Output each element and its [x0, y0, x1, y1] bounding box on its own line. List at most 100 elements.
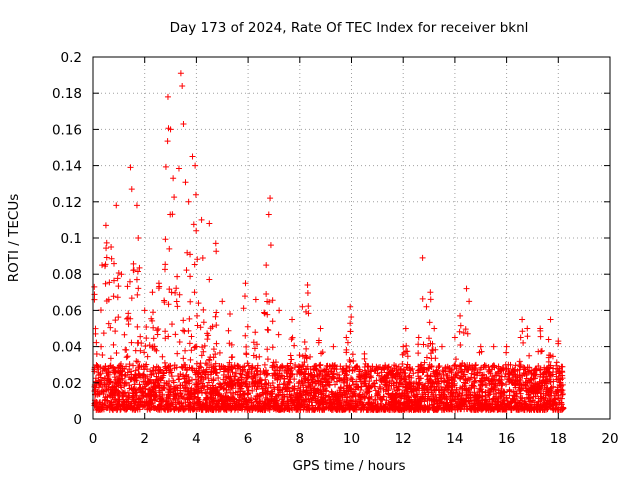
data-point: [130, 260, 137, 267]
data-point: [451, 373, 458, 380]
data-point: [494, 369, 501, 376]
data-point: [172, 331, 179, 338]
data-point: [206, 276, 213, 283]
data-point: [543, 365, 550, 372]
data-point: [123, 354, 130, 361]
data-point: [179, 82, 186, 89]
data-point: [452, 398, 459, 405]
data-point: [293, 394, 300, 401]
data-point: [417, 406, 424, 413]
data-point: [194, 369, 201, 376]
data-point: [155, 326, 162, 333]
data-point: [536, 367, 543, 374]
data-point: [399, 351, 406, 358]
data-point: [418, 361, 425, 368]
data-point: [104, 393, 111, 400]
data-point: [142, 385, 149, 392]
data-point: [253, 368, 260, 375]
data-point: [532, 375, 539, 382]
data-point: [184, 249, 191, 256]
data-point: [102, 222, 109, 229]
data-point: [396, 379, 403, 386]
data-point: [299, 401, 306, 408]
data-point: [392, 406, 399, 413]
data-point: [485, 392, 492, 399]
data-point: [236, 403, 243, 410]
data-point: [137, 385, 144, 392]
data-point: [286, 379, 293, 386]
data-point: [519, 328, 526, 335]
data-point: [108, 244, 115, 251]
data-point: [223, 386, 230, 393]
data-point: [465, 367, 472, 374]
data-point: [146, 342, 153, 349]
data-point: [242, 332, 249, 339]
data-point: [135, 235, 142, 241]
data-point: [167, 363, 174, 370]
data-point: [521, 365, 528, 372]
data-point: [427, 289, 434, 296]
data-point: [330, 375, 337, 382]
data-point: [537, 393, 544, 400]
data-point: [553, 362, 560, 369]
data-point: [347, 303, 354, 310]
data-point: [273, 364, 280, 371]
data-point: [180, 120, 187, 127]
data-point: [514, 399, 521, 406]
data-point: [361, 350, 368, 357]
data-point: [97, 364, 104, 371]
data-point: [330, 396, 337, 403]
data-point: [522, 379, 529, 386]
data-point: [265, 402, 272, 409]
data-point: [114, 294, 121, 301]
data-point: [530, 393, 537, 400]
data-point: [170, 388, 177, 395]
data-point: [184, 366, 191, 373]
data-point: [475, 406, 482, 413]
data-point: [537, 348, 544, 355]
data-point: [227, 373, 234, 380]
data-point: [239, 388, 246, 395]
data-point: [178, 363, 185, 370]
data-point: [294, 371, 301, 378]
data-point: [528, 376, 535, 383]
data-point: [161, 359, 168, 366]
data-point: [100, 330, 107, 337]
data-point: [452, 356, 459, 363]
data-point: [400, 406, 407, 413]
data-point: [423, 303, 430, 310]
data-point: [516, 358, 523, 365]
data-point: [143, 361, 150, 368]
data-point: [433, 379, 440, 386]
data-point: [339, 406, 346, 413]
data-point: [128, 186, 135, 193]
data-point: [196, 363, 203, 370]
data-point: [171, 393, 178, 400]
data-point: [327, 400, 334, 407]
data-point: [97, 374, 104, 381]
data-point: [194, 312, 201, 319]
data-point: [304, 290, 311, 297]
data-point: [490, 343, 497, 350]
data-point: [209, 382, 216, 389]
data-point: [213, 322, 220, 329]
data-point: [168, 289, 175, 296]
data-point: [543, 380, 550, 387]
data-point: [91, 283, 98, 290]
data-point: [123, 346, 130, 353]
data-point: [400, 343, 407, 350]
x-tick-label: 6: [244, 431, 253, 447]
data-point: [415, 380, 422, 387]
data-point: [154, 331, 161, 338]
y-tick-label: 0.16: [52, 122, 82, 138]
data-point: [378, 376, 385, 383]
data-point: [399, 361, 406, 368]
data-point: [437, 383, 444, 390]
data-point: [352, 397, 359, 404]
data-point: [144, 353, 151, 360]
data-point: [558, 400, 565, 407]
data-point: [456, 375, 463, 382]
data-point: [121, 372, 128, 379]
data-point: [458, 392, 465, 399]
data-point: [223, 406, 230, 413]
